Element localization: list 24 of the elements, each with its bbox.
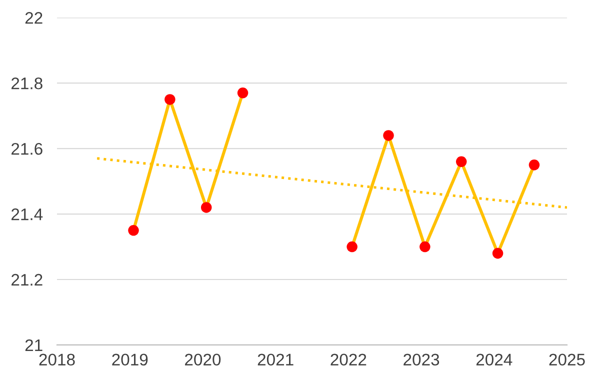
- x-tick-label: 2024: [476, 354, 512, 366]
- point: [420, 241, 430, 252]
- x-tick-label: 2021: [258, 354, 294, 366]
- point: [237, 88, 248, 98]
- point: [383, 130, 394, 141]
- y-tick-label: 21: [25, 339, 42, 351]
- point: [164, 94, 176, 105]
- x-tick-label: 2020: [185, 354, 221, 366]
- point: [528, 160, 540, 170]
- x-tick-label: 2019: [112, 354, 148, 366]
- y-tick-label: 21.8: [12, 78, 42, 90]
- point: [128, 225, 139, 236]
- y-tick-label: 21.2: [12, 274, 42, 286]
- point: [346, 241, 358, 252]
- y-tick-label: 22: [25, 12, 42, 24]
- x-tick-label: 2018: [39, 354, 75, 366]
- x-tick-label: 2025: [549, 354, 585, 366]
- x-tick-label: 2023: [404, 354, 440, 366]
- point: [200, 202, 212, 213]
- point: [492, 248, 504, 259]
- y-tick-label: 21.6: [12, 142, 42, 155]
- point: [456, 156, 467, 168]
- y-tick-label: 21.4: [12, 208, 43, 220]
- x-tick-label: 2022: [330, 354, 366, 366]
